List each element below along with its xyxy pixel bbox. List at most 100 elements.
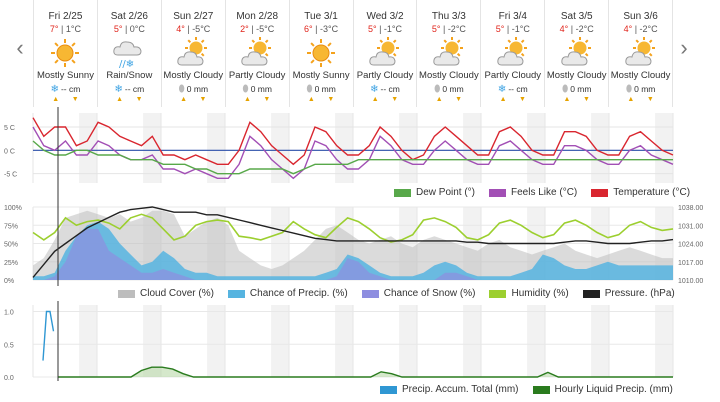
sky-legend: Cloud Cover (%) Chance of Precip. (%) Ch… — [104, 288, 675, 299]
day-card[interactable]: Sat 3/5 4° | -2°C Mostly Cloudy ⬮ 0 mm ▲ ▼ — [544, 0, 608, 107]
day-card[interactable]: Fri 3/4 5° | -1°C Partly Cloudy ❄ -- cm ▲ ▼ — [480, 0, 544, 107]
sunrise-icon: ▲ — [499, 96, 507, 103]
legend-chance-snow[interactable]: Chance of Snow (%) — [361, 288, 475, 299]
legend-temperature[interactable]: Temperature (°C) — [591, 187, 690, 198]
y-tick-label: 5 C — [4, 125, 15, 132]
raindrop-icon: ⬮ — [625, 84, 633, 95]
series-area-hourly-liquid — [58, 367, 673, 377]
y-tick-label: 0.0 — [4, 375, 14, 381]
day-precip: ⬮ 0 mm — [178, 84, 209, 95]
day-name: Sun 3/6 — [623, 11, 658, 22]
series-line-dew_point — [32, 140, 673, 175]
sunset-icon: ▼ — [263, 96, 271, 103]
sunrise-icon: ▲ — [627, 96, 635, 103]
legend-hourly-liquid[interactable]: Hourly Liquid Precip. (mm) — [532, 384, 673, 395]
y-right-tick-label: 1017.00 — [678, 260, 703, 267]
night-band — [335, 113, 353, 183]
night-band — [399, 113, 417, 183]
sun-times-row: ▲ ▼ — [226, 96, 289, 103]
series-line-humidity — [32, 213, 674, 243]
partly-cloudy-icon — [481, 37, 544, 69]
day-condition: Mostly Sunny — [36, 70, 94, 81]
legend-humidity[interactable]: Humidity (%) — [489, 288, 569, 299]
legend-chance-precip[interactable]: Chance of Precip. (%) — [227, 288, 348, 299]
day-temps: 5° | -2°C — [431, 24, 466, 34]
night-band — [79, 305, 97, 377]
night-band — [463, 305, 481, 377]
day-name: Thu 3/3 — [431, 11, 466, 22]
legend-pressure[interactable]: Pressure. (hPa) — [582, 288, 675, 299]
day-name: Fri 3/4 — [498, 11, 527, 22]
night-band — [591, 305, 609, 377]
day-name: Sun 2/27 — [173, 11, 214, 22]
day-card[interactable]: Thu 3/3 5° | -2°C Mostly Cloudy ⬮ 0 mm ▲ ▼ — [416, 0, 480, 107]
night-band — [655, 113, 673, 183]
day-card[interactable]: Fri 2/25 7° | 1°C Mostly Sunny ❄ -- cm ▲ ▼ — [33, 0, 97, 107]
series-line-precip-accum — [42, 310, 55, 361]
night-band — [207, 113, 225, 183]
series-line-pressure — [32, 206, 674, 278]
day-name: Mon 2/28 — [236, 11, 279, 22]
sun-times-row: ▲ ▼ — [98, 96, 161, 103]
prev-days-button[interactable]: ‹ — [16, 35, 24, 60]
day-temps: 4° | -2°C — [623, 24, 658, 34]
sunrise-icon: ▲ — [563, 96, 571, 103]
partly-cloudy-icon — [226, 37, 289, 69]
snowflake-icon: ❄ — [497, 84, 507, 95]
day-card[interactable]: Sun 3/6 4° | -2°C Mostly Cloudy ⬮ 0 mm ▲ ▼ — [608, 0, 674, 107]
sunset-icon: ▼ — [199, 96, 207, 103]
precip-legend: Precip. Accum. Total (mm) Hourly Liquid … — [366, 384, 673, 395]
series-line-temperature — [32, 117, 674, 166]
sunset-icon: ▼ — [455, 96, 463, 103]
night-band — [207, 305, 225, 377]
day-temps: 5° | -1°C — [367, 24, 403, 34]
night-band — [591, 113, 609, 183]
daily-forecast-row: Fri 2/25 7° | 1°C Mostly Sunny ❄ -- cm ▲ ▼ Sat … — [33, 0, 674, 107]
snowflake-icon: ❄ — [370, 84, 379, 95]
sunrise-icon: ▲ — [243, 96, 251, 103]
temperature-chart: 5 C 0 C -5 C — [4, 107, 674, 202]
y-tick-label: 0% — [4, 278, 14, 285]
day-card[interactable]: Wed 3/2 5° | -1°C Partly Cloudy ❄ -- cm ▲ ▼ — [352, 0, 417, 107]
legend-precip-accum[interactable]: Precip. Accum. Total (mm) — [380, 384, 519, 395]
legend-cloud-cover[interactable]: Cloud Cover (%) — [118, 288, 214, 299]
night-band — [463, 113, 481, 183]
day-card[interactable]: Mon 2/28 2° | -5°C Partly Cloudy ⬮ 0 mm ▲ ▼ — [224, 0, 289, 107]
sun-times-row: ▲ ▼ — [545, 96, 608, 103]
sunny-icon — [34, 37, 97, 69]
y-right-tick-label: 1031.00 — [678, 223, 703, 230]
sun-times-row: ▲ ▼ — [609, 96, 672, 103]
sunrise-icon: ▲ — [371, 96, 379, 103]
sky-humidity-pressure-chart: 100% 1038.00 75% 1031.00 50% 1024.00 25% 1017.0… — [4, 201, 703, 286]
day-condition: Mostly Cloudy — [419, 70, 479, 81]
y-tick-label: 50% — [4, 242, 18, 249]
partly-cloudy-icon — [545, 37, 608, 69]
sunrise-icon: ▲ — [116, 96, 124, 103]
next-days-button[interactable]: › — [680, 35, 688, 60]
day-precip: ⬮ 0 mm — [306, 84, 336, 95]
legend-feels-like[interactable]: Feels Like (°C) — [489, 187, 577, 198]
sunrise-icon: ▲ — [52, 96, 60, 103]
day-card[interactable]: Sun 2/27 4° | -5°C Mostly Cloudy ⬮ 0 mm ▲ ▼ — [160, 0, 225, 107]
sunrise-icon: ▲ — [180, 96, 187, 103]
legend-dew-point[interactable]: Dew Point (°) — [394, 187, 475, 198]
sun-times-row: ▲ ▼ — [290, 96, 353, 103]
day-card[interactable]: Tue 3/1 6° | -3°C Mostly Sunny ⬮ 0 mm ▲ ▼ — [288, 0, 353, 107]
night-band — [527, 305, 545, 377]
night-band — [143, 113, 161, 183]
sunset-icon: ▼ — [391, 96, 399, 103]
night-band — [271, 113, 289, 183]
sunset-icon: ▼ — [135, 96, 143, 103]
day-name: Tue 3/1 — [304, 11, 338, 22]
day-precip: ⬮ 0 mm — [625, 84, 656, 95]
partly-cloudy-icon — [417, 37, 480, 69]
day-condition: Mostly Sunny — [292, 70, 350, 81]
sun-times-row: ▲ ▼ — [162, 96, 225, 103]
y-right-tick-label: 1010.00 — [678, 278, 703, 285]
day-temps: 5° | 0°C — [113, 24, 145, 34]
y-tick-label: 1.0 — [4, 310, 14, 317]
day-card[interactable]: Sat 2/26 5° | 0°C//❄ Rain/Snow ❄ -- cm ▲ ▼ — [96, 0, 161, 107]
night-band — [527, 113, 545, 183]
partly-cloudy-icon — [162, 37, 225, 69]
day-name: Fri 2/25 — [48, 11, 83, 22]
